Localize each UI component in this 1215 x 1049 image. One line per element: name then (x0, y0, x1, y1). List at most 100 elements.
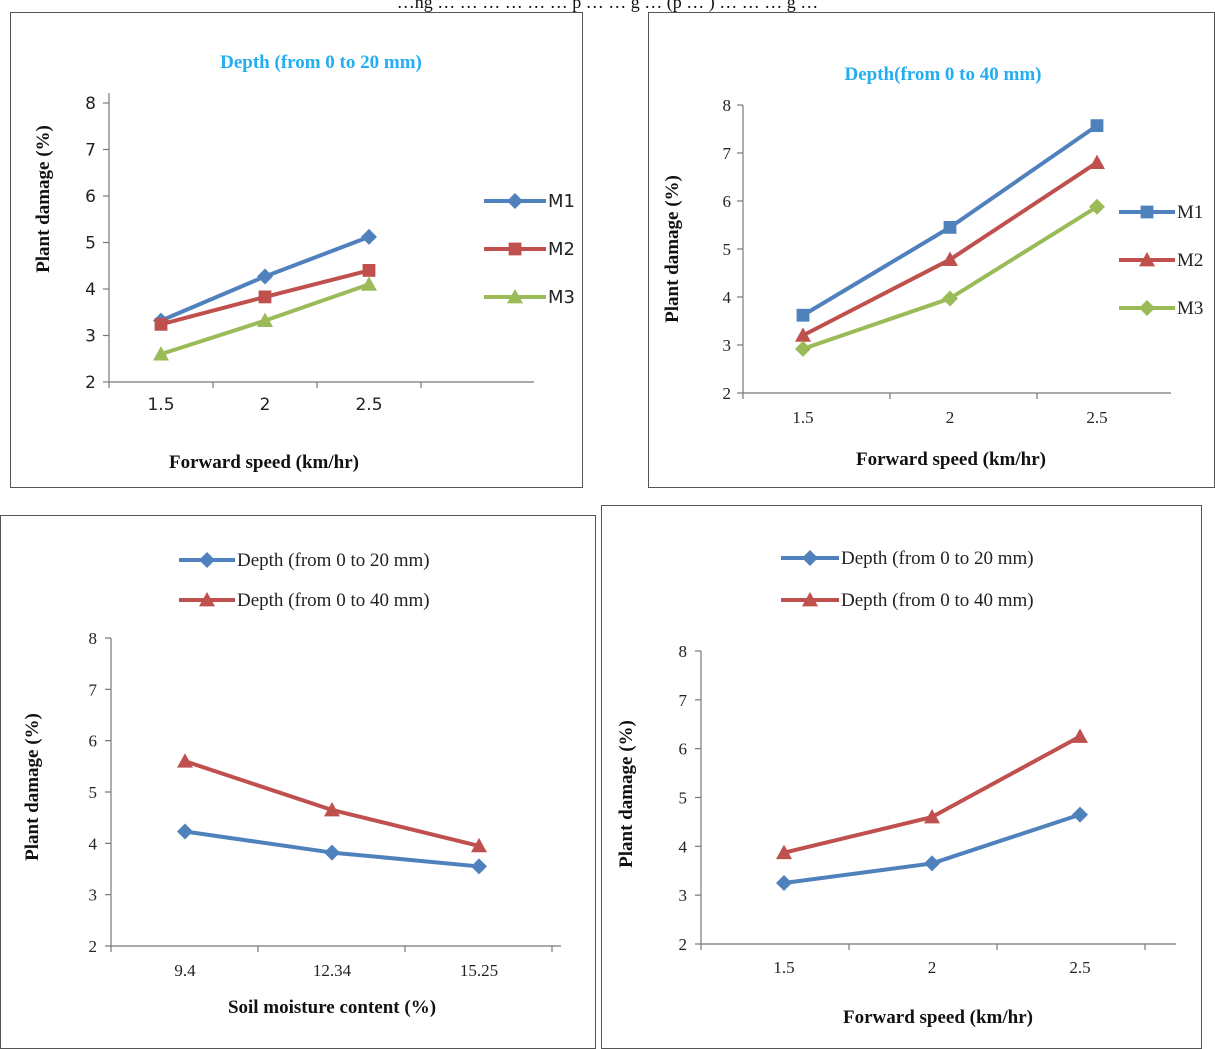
y-tick-label: 5 (723, 240, 732, 259)
legend-label: M3 (1177, 298, 1203, 319)
y-tick-label: 8 (85, 94, 96, 114)
legend-marker (1139, 300, 1155, 316)
legend-marker (199, 552, 215, 568)
y-tick-label: 5 (85, 234, 96, 254)
y-tick-label: 6 (89, 732, 98, 751)
data-point (776, 874, 792, 891)
legend-label: Depth (from 0 to 40 mm) (237, 590, 430, 611)
data-point (795, 340, 811, 357)
x-tick-label: 1.5 (147, 395, 174, 415)
y-tick-label: 8 (723, 96, 732, 115)
chart-panel-4: Depth (from 0 to 20 mm) Depth (from 0 to … (601, 505, 1202, 1049)
x-tick-label: 12.34 (313, 961, 352, 980)
data-point (257, 312, 273, 328)
data-point (257, 268, 273, 285)
data-point (924, 855, 940, 872)
y-tick-label: 3 (85, 327, 96, 347)
y-tick-label: 6 (85, 187, 96, 207)
data-point (943, 221, 957, 234)
legend-marker (507, 193, 523, 209)
data-point (153, 346, 169, 361)
legend-label: M2 (548, 239, 575, 260)
series-line-2 (802, 160, 1099, 338)
x-tick-label: 2.5 (355, 395, 382, 415)
y-tick-label: 5 (89, 783, 98, 802)
legend-label: Depth (from 0 to 40 mm) (841, 590, 1034, 611)
chart-3-svg: Depth (from 0 to 20 mm) Depth (from 0 to … (22, 550, 561, 1018)
x-tick-label: 15.25 (460, 961, 498, 980)
chart-2-x-axis-title: Forward speed (km/hr) (856, 449, 1046, 470)
data-point (1089, 154, 1105, 169)
data-point (324, 844, 340, 861)
legend-label: M1 (548, 191, 575, 212)
y-tick-label: 3 (723, 336, 732, 355)
y-tick-label: 3 (89, 886, 98, 905)
y-tick-label: 7 (679, 691, 688, 710)
legend-label: M2 (1177, 250, 1203, 271)
legend-label: M3 (548, 287, 575, 308)
chart-3-y-axis-title: Plant damage (%) (22, 713, 43, 861)
data-point (1089, 198, 1105, 215)
data-point (154, 317, 168, 331)
data-point (177, 753, 193, 768)
chart-2-svg: Depth(from 0 to 40 mm) 2 3 4 5 6 7 8 1.5 2 2.5 M… (662, 64, 1203, 470)
y-tick-label: 4 (679, 837, 688, 856)
data-point (361, 228, 377, 245)
series-line-2 (783, 734, 1081, 855)
y-tick-label: 8 (89, 629, 98, 648)
data-point (1090, 119, 1104, 133)
y-tick-label: 8 (679, 642, 688, 661)
y-tick-label: 7 (85, 141, 96, 161)
legend-marker (1140, 205, 1154, 219)
legend-label: M1 (1177, 202, 1203, 223)
chart-4-x-axis-title: Forward speed (km/hr) (843, 1007, 1033, 1028)
x-tick-label: 9.4 (174, 961, 196, 980)
x-tick-label: 1.5 (773, 958, 794, 977)
chart-4-svg: Depth (from 0 to 20 mm) Depth (from 0 to … (616, 548, 1176, 1028)
y-tick-label: 7 (89, 680, 98, 699)
data-point (942, 251, 958, 266)
chart-2-y-axis-title: Plant damage (%) (662, 175, 683, 323)
chart-1-title: Depth (from 0 to 20 mm) (220, 52, 422, 73)
data-point (776, 844, 792, 860)
legend-marker (199, 592, 215, 607)
x-tick-label: 1.5 (792, 408, 813, 427)
data-point (942, 290, 958, 307)
data-point (471, 858, 487, 875)
chart-1-x-axis-title: Forward speed (km/hr) (169, 452, 359, 473)
data-point (258, 290, 272, 304)
legend-marker (1139, 252, 1155, 267)
data-point (924, 809, 940, 824)
chart-3-x-axis-title: Soil moisture content (%) (228, 997, 436, 1018)
y-tick-label: 4 (85, 280, 96, 300)
y-tick-label: 4 (723, 288, 732, 307)
legend-label: Depth (from 0 to 20 mm) (237, 550, 430, 571)
legend-marker (802, 592, 818, 607)
chart-2-title: Depth(from 0 to 40 mm) (845, 64, 1042, 85)
chart-1-y-axis-title: Plant damage (%) (33, 125, 54, 273)
series-line-1 (801, 123, 1099, 317)
data-point (471, 837, 487, 853)
y-tick-label: 3 (679, 886, 688, 905)
data-point (795, 327, 811, 342)
data-point (324, 801, 340, 817)
data-point (362, 264, 376, 277)
y-tick-label: 7 (723, 144, 732, 163)
x-tick-label: 2.5 (1069, 958, 1090, 977)
data-point (796, 308, 810, 322)
top-caption: …ng … … … … … … p … … g … (p … ) … … … g… (396, 0, 819, 12)
y-tick-label: 6 (679, 740, 688, 759)
legend-marker (507, 289, 523, 304)
y-tick-label: 2 (679, 935, 688, 954)
x-tick-label: 2 (260, 395, 271, 415)
series-line-1 (783, 812, 1081, 885)
data-point (177, 823, 193, 840)
chart-panel-3: Depth (from 0 to 20 mm) Depth (from 0 to … (0, 515, 596, 1049)
y-tick-label: 5 (679, 789, 688, 808)
y-tick-label: 2 (85, 373, 96, 393)
legend-marker (508, 242, 522, 256)
data-point (1072, 728, 1088, 743)
legend-label: Depth (from 0 to 20 mm) (841, 548, 1034, 569)
